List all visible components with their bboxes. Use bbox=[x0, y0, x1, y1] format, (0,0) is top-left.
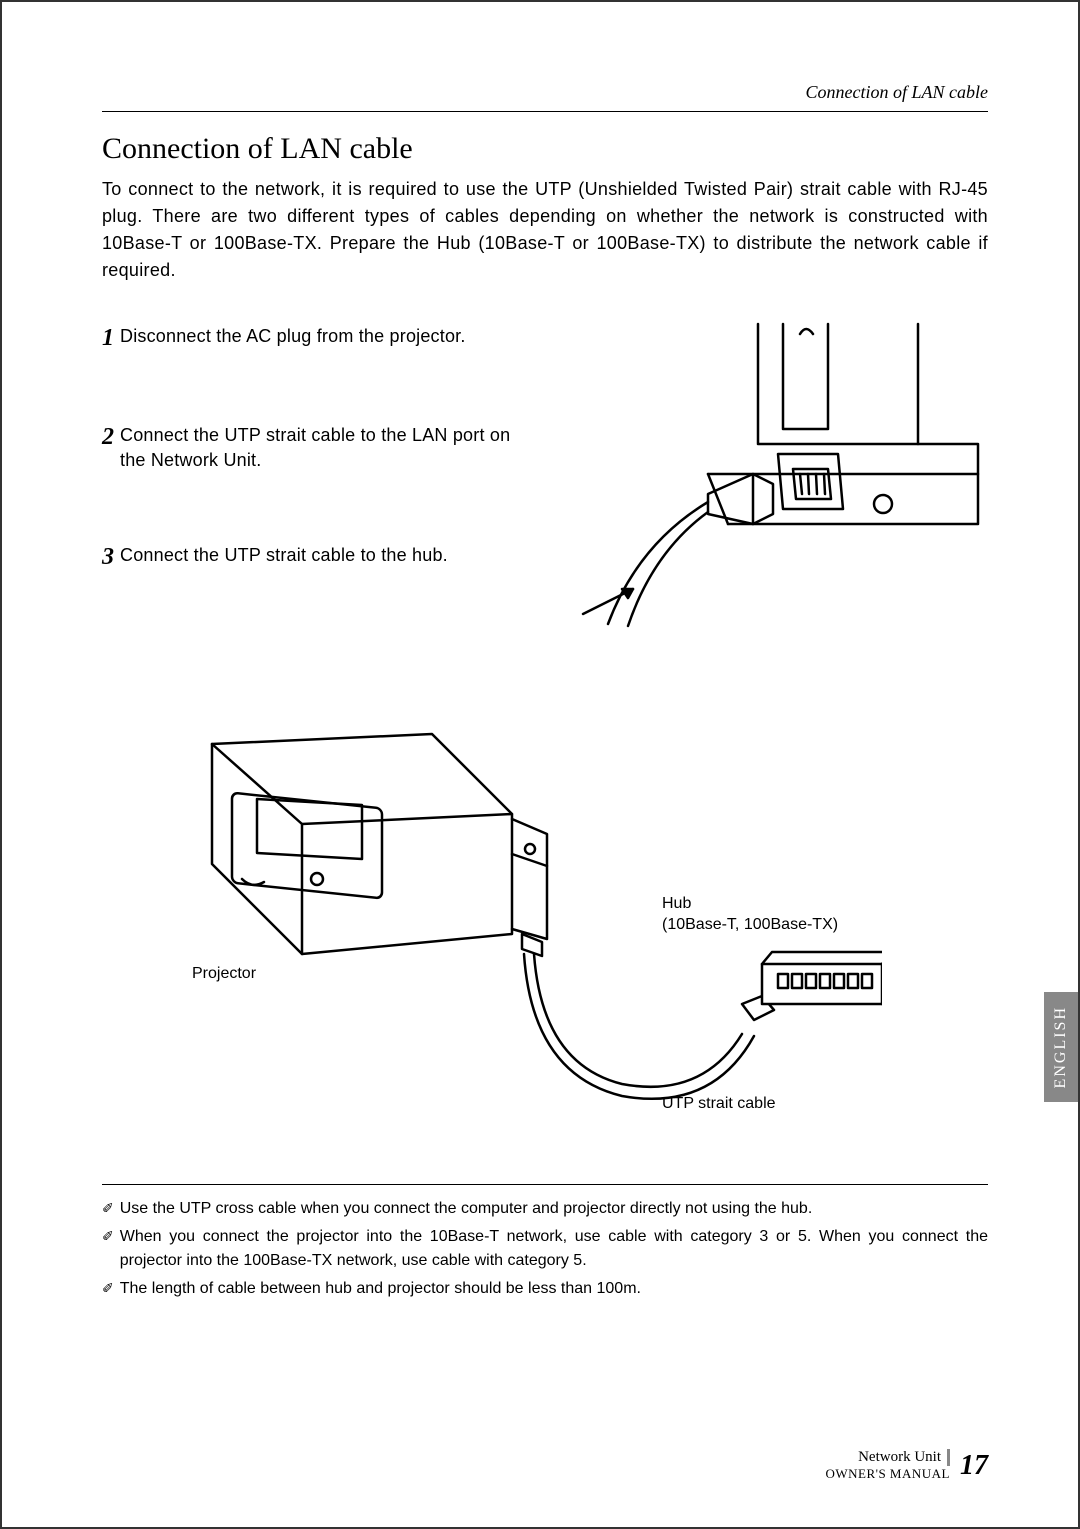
cable-label: UTP strait cable bbox=[662, 1094, 776, 1115]
step-1: 1 Disconnect the AC plug from the projec… bbox=[102, 324, 512, 353]
footnote-item: ✐ The length of cable between hub and pr… bbox=[102, 1277, 988, 1301]
step-number: 3 bbox=[102, 543, 114, 572]
lan-port-illustration bbox=[578, 314, 998, 644]
page-footer: Network Unit OWNER'S MANUAL 17 bbox=[825, 1449, 988, 1482]
step-text: Connect the UTP strait cable to the hub. bbox=[120, 543, 448, 568]
footnotes: ✐ Use the UTP cross cable when you conne… bbox=[102, 1197, 988, 1301]
connection-diagram: Projector Hub (10Base-T, 100Base-TX) UTP… bbox=[102, 704, 988, 1144]
footnote-rule bbox=[102, 1184, 988, 1185]
hub-label-line2: (10Base-T, 100Base-TX) bbox=[662, 916, 838, 933]
step-number: 2 bbox=[102, 423, 114, 452]
section-title: Connection of LAN cable bbox=[102, 132, 988, 166]
footnote-item: ✐ When you connect the projector into th… bbox=[102, 1225, 988, 1273]
footnote-text: The length of cable between hub and proj… bbox=[120, 1277, 988, 1301]
step-number: 1 bbox=[102, 324, 114, 353]
footnote-marker-icon: ✐ bbox=[102, 1197, 114, 1221]
hub-label: Hub (10Base-T, 100Base-TX) bbox=[662, 894, 838, 936]
projector-label: Projector bbox=[192, 964, 256, 985]
step-2: 2 Connect the UTP strait cable to the LA… bbox=[102, 423, 512, 473]
footer-manual: OWNER'S MANUAL bbox=[825, 1466, 950, 1482]
step-text: Connect the UTP strait cable to the LAN … bbox=[120, 423, 512, 473]
footnote-text: Use the UTP cross cable when you connect… bbox=[120, 1197, 988, 1221]
steps-region: 1 Disconnect the AC plug from the projec… bbox=[102, 324, 988, 684]
footnote-item: ✐ Use the UTP cross cable when you conne… bbox=[102, 1197, 988, 1221]
header-rule bbox=[102, 111, 988, 112]
step-3: 3 Connect the UTP strait cable to the hu… bbox=[102, 543, 512, 572]
footnote-marker-icon: ✐ bbox=[102, 1225, 114, 1273]
language-tab: ENGLISH bbox=[1044, 992, 1078, 1102]
footer-product: Network Unit bbox=[825, 1449, 950, 1466]
hub-label-line1: Hub bbox=[662, 895, 691, 912]
language-tab-text: ENGLISH bbox=[1052, 1006, 1070, 1088]
running-header: Connection of LAN cable bbox=[102, 82, 988, 103]
intro-paragraph: To connect to the network, it is require… bbox=[102, 176, 988, 284]
footnote-text: When you connect the projector into the … bbox=[120, 1225, 988, 1273]
page-number: 17 bbox=[960, 1450, 988, 1482]
footnote-marker-icon: ✐ bbox=[102, 1277, 114, 1301]
step-text: Disconnect the AC plug from the projecto… bbox=[120, 324, 466, 349]
